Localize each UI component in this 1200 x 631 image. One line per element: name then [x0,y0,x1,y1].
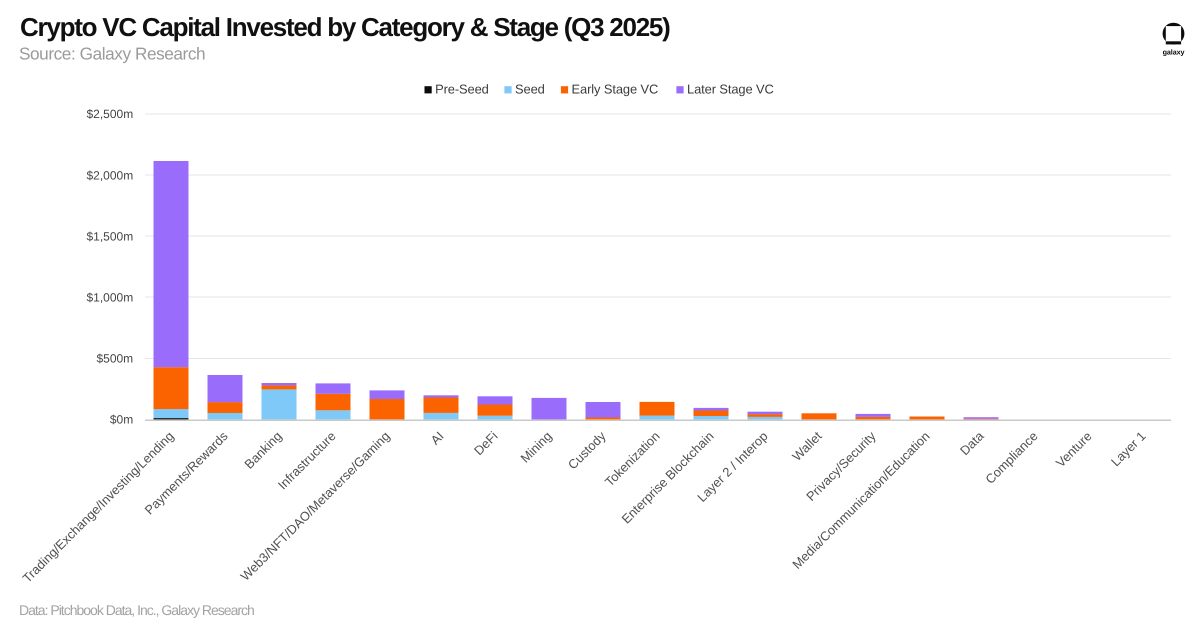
svg-text:Data: Pitchbook Data, Inc., Ga: Data: Pitchbook Data, Inc., Galaxy Resea… [19,602,254,618]
svg-text:$2,500m: $2,500m [86,107,133,121]
svg-text:Pre-Seed: Pre-Seed [435,82,489,97]
svg-text:$0m: $0m [110,413,133,427]
svg-text:$1,000m: $1,000m [86,291,133,305]
svg-text:Crypto VC Capital Invested by: Crypto VC Capital Invested by Category &… [20,12,670,42]
svg-text:$500m: $500m [96,352,133,366]
svg-text:Seed: Seed [515,82,545,97]
svg-text:Early Stage VC: Early Stage VC [572,82,659,97]
svg-text:Source: Galaxy Research: Source: Galaxy Research [19,44,205,64]
svg-text:Later Stage VC: Later Stage VC [687,82,774,97]
svg-text:$2,000m: $2,000m [86,168,133,182]
svg-text:galaxy: galaxy [1163,47,1185,56]
svg-text:$1,500m: $1,500m [86,229,133,243]
